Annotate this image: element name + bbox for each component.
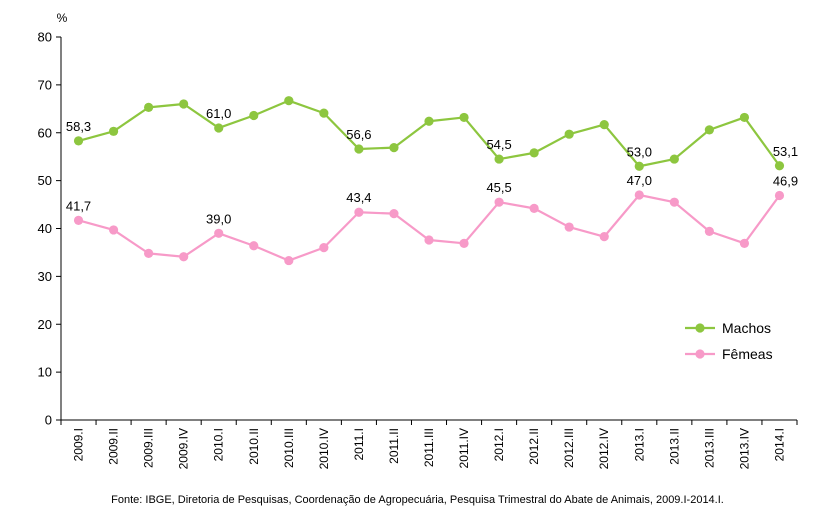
data-point [529, 203, 539, 213]
axes: 0 10 20 30 40 50 60 70 80 2009.I 2009.II 2009.III 20… [38, 30, 798, 469]
legend-marker [695, 349, 705, 359]
x-tick-label: 2012.I [492, 428, 506, 461]
data-label: 56,6 [346, 127, 371, 142]
data-point [144, 248, 154, 258]
x-tick-label: 2013.II [667, 428, 681, 465]
data-point [179, 99, 189, 109]
x-tick-label: 2009.I [72, 428, 86, 461]
data-point [459, 112, 469, 123]
legend-item: Fêmeas [685, 346, 773, 362]
data-point [459, 238, 469, 248]
x-tick-label: 2012.II [527, 428, 541, 465]
data-point [284, 96, 294, 106]
data-label: 61,0 [206, 106, 231, 121]
y-unit-label: % [57, 11, 68, 25]
data-point [669, 197, 679, 207]
data-point [774, 161, 785, 171]
data-point [669, 154, 679, 164]
data-point [739, 238, 750, 248]
legend-marker [695, 323, 705, 333]
x-tick-label: 2014.I [772, 428, 786, 461]
x-tick-label: 2011.I [352, 428, 366, 460]
x-tick-label: 2012.IV [597, 428, 611, 469]
data-point [214, 123, 224, 133]
data-point [529, 148, 539, 158]
data-label: 39,0 [206, 211, 231, 226]
data-point [424, 235, 434, 245]
x-tick-label: 2009.II [107, 428, 121, 465]
data-point [389, 142, 399, 153]
data-point [494, 197, 504, 207]
data-point [73, 136, 84, 146]
data-point [704, 226, 714, 236]
legend-label: Fêmeas [722, 346, 773, 362]
data-point [144, 102, 154, 112]
data-point [108, 225, 119, 235]
x-tick-label: 2009.IV [177, 428, 191, 469]
legend: Machos Fêmeas [685, 320, 773, 362]
data-point [494, 154, 504, 164]
x-tick-label: 2010.III [282, 428, 296, 468]
y-tick-label: 70 [38, 77, 52, 92]
data-point [599, 120, 609, 130]
data-point [389, 209, 399, 219]
x-tick-label: 2013.I [632, 428, 646, 461]
x-tick-label: 2009.III [142, 428, 156, 468]
data-point [599, 232, 609, 242]
x-tick-label: 2012.III [562, 428, 576, 468]
data-point [739, 112, 750, 123]
y-tick-label: 80 [38, 30, 52, 45]
data-label: 43,4 [346, 190, 371, 205]
data-point [424, 116, 434, 126]
series-layer: 58,3 61,0 56,6 54,5 53,0 53,1 41,7 39,0 43,4 45,5… [66, 96, 798, 266]
x-tick-label: 2010.II [247, 428, 261, 465]
data-label: 45,5 [486, 180, 511, 195]
legend-label: Machos [722, 320, 771, 336]
x-tick-label: 2013.IV [737, 428, 751, 469]
data-point [354, 207, 364, 217]
data-point [634, 161, 644, 171]
y-tick-label: 20 [38, 317, 52, 332]
series-femeas: 41,7 39,0 43,4 45,5 47,0 46,9 [66, 173, 798, 266]
data-label: 58,3 [66, 119, 91, 134]
y-tick-label: 50 [38, 173, 52, 188]
y-tick-label: 60 [38, 125, 52, 140]
data-point [249, 241, 259, 251]
data-point [284, 255, 294, 266]
x-tick-label: 2011.III [422, 428, 436, 467]
data-point [564, 222, 574, 232]
data-label: 47,0 [627, 173, 652, 188]
y-tick-label: 10 [38, 365, 52, 380]
data-label: 54,5 [486, 137, 511, 152]
data-point [319, 108, 329, 118]
data-label: 41,7 [66, 198, 91, 213]
data-point [564, 129, 574, 139]
x-tick-label: 2013.III [702, 428, 716, 468]
data-label: 53,0 [627, 144, 652, 159]
x-tick-label: 2010.I [212, 428, 226, 461]
data-point [179, 252, 189, 262]
data-label: 46,9 [773, 173, 798, 188]
data-point [634, 190, 644, 200]
y-tick-label: 40 [38, 221, 52, 236]
legend-item: Machos [685, 320, 771, 336]
x-tick-label: 2011.II [387, 428, 401, 464]
y-tick-label: 30 [38, 269, 52, 284]
data-point [108, 126, 119, 136]
data-point [249, 110, 259, 121]
y-tick-label: 0 [45, 413, 52, 428]
source-note: Fonte: IBGE, Diretoria de Pesquisas, Coo… [111, 494, 724, 506]
data-label: 53,1 [773, 144, 798, 159]
data-point [704, 125, 714, 135]
data-point [354, 144, 364, 154]
series-machos: 58,3 61,0 56,6 54,5 53,0 53,1 [66, 96, 798, 171]
data-point [73, 215, 84, 225]
x-tick-label: 2010.IV [317, 428, 331, 469]
data-point [214, 228, 224, 238]
data-point [319, 243, 329, 253]
data-point [774, 190, 785, 201]
x-tick-label: 2011.IV [457, 428, 471, 468]
